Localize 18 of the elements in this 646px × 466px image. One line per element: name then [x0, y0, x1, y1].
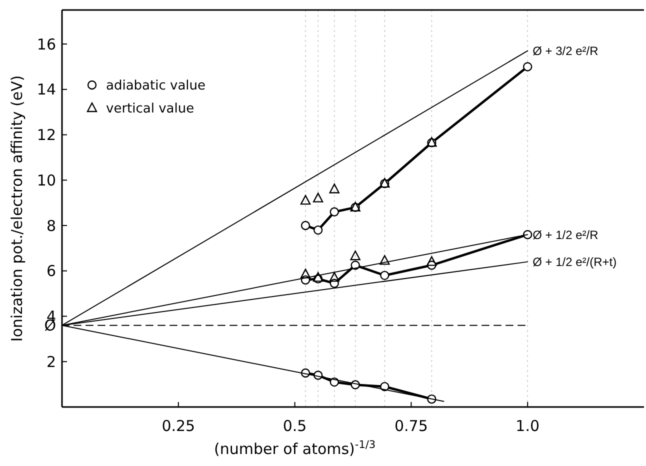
y-tick-label: 12: [36, 126, 56, 144]
series-label: Ø + 1/2 e²/(R+t): [532, 255, 617, 270]
x-tick-label: 0.5: [282, 417, 307, 435]
x-axis-title: (number of atoms)$^{-1/3}$: [214, 439, 376, 458]
x-tick-label: 0.75: [394, 417, 428, 435]
y-tick-label: 14: [36, 80, 56, 99]
y-tick-label: 6: [46, 262, 56, 280]
y-tick-label: 8: [46, 216, 56, 235]
legend-label: vertical value: [106, 102, 194, 117]
y-tick-label: 10: [36, 171, 56, 190]
x-tick-label: 0.25: [162, 417, 196, 435]
x-tick-label: 1.0: [516, 417, 540, 435]
y-axis-title: Ionization pot./electron affinity (eV): [8, 75, 26, 342]
y-tick-label: 2: [46, 352, 56, 371]
series-label: Ø + 1/2 e²/R: [532, 228, 599, 242]
series-label: Ø + 3/2 e²/R: [532, 44, 599, 58]
legend-label: adiabatic value: [106, 78, 206, 94]
y-tick-label: 16: [36, 35, 56, 54]
